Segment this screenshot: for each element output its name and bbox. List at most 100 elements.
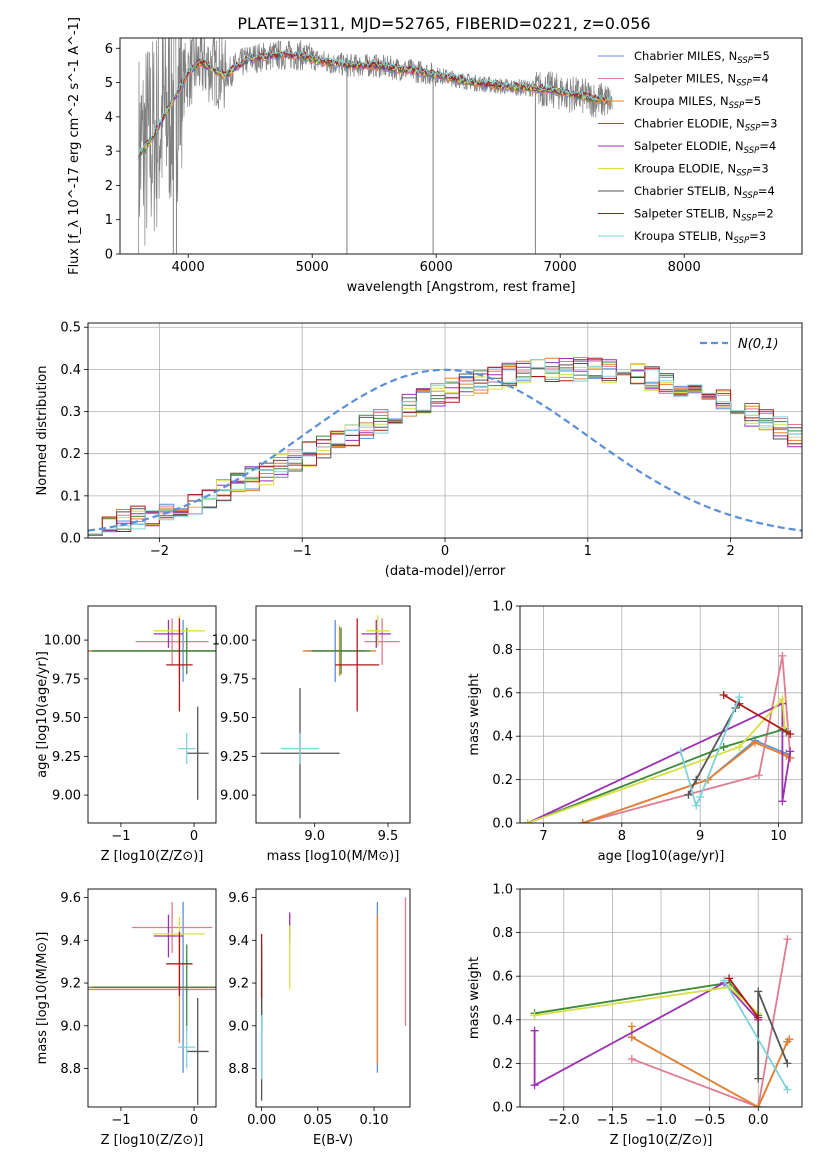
- y-tick-label: 0.0: [60, 532, 81, 547]
- x-tick-label: 9.0: [304, 829, 325, 844]
- legend-nssp-eq: =: [760, 117, 770, 131]
- legend-model-name: Salpeter MILES: [634, 72, 720, 86]
- weight-point-marker: [751, 738, 759, 747]
- legend-model-name: Salpeter ELODIE: [634, 139, 728, 153]
- legend-label: Salpeter MILES, NSSP=4: [634, 72, 769, 89]
- y-axis-label: age [log10(age/yr)]: [35, 651, 50, 778]
- y-tick-label: 0.2: [492, 773, 513, 788]
- legend-nssp-prefix: , N: [718, 229, 734, 243]
- weight-point-marker: [783, 935, 792, 944]
- x-tick-label: 9: [696, 829, 704, 844]
- legend-nssp-sub: SSP: [741, 214, 757, 224]
- x-axis-label: Z [log10(Z/Z⊙)]: [101, 1133, 204, 1148]
- weight-point-marker: [719, 690, 728, 699]
- x-axis-label: E(B-V): [313, 1133, 353, 1148]
- legend-nssp-sub: SSP: [729, 101, 745, 111]
- weight-point-marker: [720, 976, 729, 985]
- legend-nssp-prefix: , N: [728, 139, 744, 153]
- x-tick-label: 0.05: [303, 1113, 332, 1128]
- weight-point-marker: [778, 797, 787, 806]
- weight-point-marker: [786, 730, 795, 739]
- x-tick-label: 7000: [544, 260, 577, 275]
- y-tick-label: 4: [105, 110, 113, 125]
- legend-label: Chabrier ELODIE, NSSP=3: [634, 117, 777, 134]
- x-tick-label: −2: [150, 544, 169, 559]
- x-tick-label: 1: [584, 544, 592, 559]
- legend-label: Salpeter STELIB, NSSP=2: [634, 207, 774, 224]
- x-tick-label: −1: [111, 1113, 130, 1128]
- weight-point-marker: [696, 792, 705, 801]
- plot-weight-vs-Z: −2.0 −1.5 −1.0 −0.5 0.0 0.0 0.2 0.4 0.6 0.8 1.0 Z […: [467, 883, 803, 1148]
- legend-nssp-eq: =: [749, 229, 759, 243]
- y-axis-label: mass weight: [467, 673, 482, 755]
- legend-nssp-prefix: , N: [726, 184, 742, 198]
- y-tick-label: 0.8: [492, 926, 513, 941]
- legend-model-name: Kroupa ELODIE: [634, 162, 720, 176]
- x-axis-label: age [log10(age/yr)]: [598, 849, 725, 864]
- x-axis-label: wavelength [Angstrom, rest frame]: [347, 280, 576, 295]
- legend-nssp-value: 5: [763, 49, 770, 63]
- legend-nssp-prefix: , N: [729, 117, 745, 131]
- legend-nssp-value: 2: [766, 207, 773, 221]
- weight-point-marker: [627, 1055, 636, 1064]
- legend-model-name: Salpeter STELIB: [634, 207, 725, 221]
- legend-model-name: Chabrier MILES: [634, 49, 721, 63]
- legend-label: N(0,1): [738, 337, 779, 352]
- legend-nssp-value: 5: [754, 94, 761, 108]
- weight-point-marker: [735, 693, 744, 702]
- axes-frame: [255, 888, 411, 1108]
- plot-area: [530, 935, 794, 1107]
- weight-line: [533, 981, 759, 1087]
- weight-line: [679, 696, 741, 809]
- y-tick-label: 9.00: [52, 789, 81, 804]
- weight-point-marker: [725, 974, 734, 983]
- y-tick-label: 9.6: [228, 891, 249, 906]
- weight-point-marker: [783, 1085, 792, 1094]
- axes-frame: [87, 888, 217, 1108]
- axes-frame: [87, 322, 803, 539]
- x-tick-label: 5000: [296, 260, 329, 275]
- legend-label: Chabrier MILES, NSSP=5: [634, 49, 770, 66]
- x-tick-label: 0.00: [247, 1113, 276, 1128]
- y-tick-label: 0.4: [60, 363, 81, 378]
- legend-nssp-sub: SSP: [744, 146, 760, 156]
- legend-nssp-sub: SSP: [736, 79, 752, 89]
- x-tick-label: 8000: [668, 260, 701, 275]
- legend-nssp-eq: =: [758, 184, 768, 198]
- legend-nssp-sub: SSP: [736, 169, 752, 179]
- weight-point-marker: [778, 695, 787, 704]
- legend-nssp-value: 4: [768, 184, 775, 198]
- axes-frame: [255, 605, 411, 824]
- legend-nssp-prefix: , N: [720, 162, 736, 176]
- weight-point-marker: [692, 801, 701, 810]
- plot-mass-vs-Z: −1 0 8.8 9.0 9.2 9.4 9.6 Z [log10(Z/Z⊙)] mass [l…: [35, 888, 217, 1148]
- legend-nssp-value: 3: [761, 162, 768, 176]
- legend-nssp-eq: =: [752, 72, 762, 86]
- plot-mass-vs-EBV: 0.00 0.05 0.10 8.8 9.0 9.2 9.4 9.6 E(B-V): [228, 888, 411, 1148]
- y-tick-label: 9.4: [228, 934, 249, 949]
- y-tick-label: 9.2: [228, 977, 249, 992]
- y-tick-label: 10.00: [44, 634, 81, 649]
- weight-point-marker: [786, 747, 795, 756]
- weight-point-marker: [719, 743, 728, 752]
- y-tick-label: 1.0: [492, 883, 513, 898]
- x-axis-label: Z [log10(Z/Z⊙)]: [610, 1133, 713, 1148]
- y-tick-label: 8.8: [60, 1062, 81, 1077]
- legend-nssp-eq: =: [759, 139, 769, 153]
- plot-area: [88, 357, 802, 538]
- y-tick-label: 9.6: [60, 891, 81, 906]
- spectrum-model-line: [138, 49, 613, 156]
- y-tick-label: 0.0: [492, 817, 513, 832]
- y-axis-label: Flux [f_λ 10^-17 erg cm^-2 s^-1 A^-1]: [67, 17, 82, 275]
- x-tick-label: 0.10: [360, 1113, 389, 1128]
- weight-point-marker: [735, 743, 744, 752]
- y-tick-label: 0.2: [492, 1057, 513, 1072]
- x-axis-label: Z [log10(Z/Z⊙)]: [101, 849, 204, 864]
- legend-nssp-eq: =: [757, 207, 767, 221]
- plot-area: [523, 651, 795, 823]
- legend-model-name: Chabrier ELODIE: [634, 117, 729, 131]
- weight-point-marker: [578, 819, 587, 823]
- x-tick-label: 0: [441, 544, 449, 559]
